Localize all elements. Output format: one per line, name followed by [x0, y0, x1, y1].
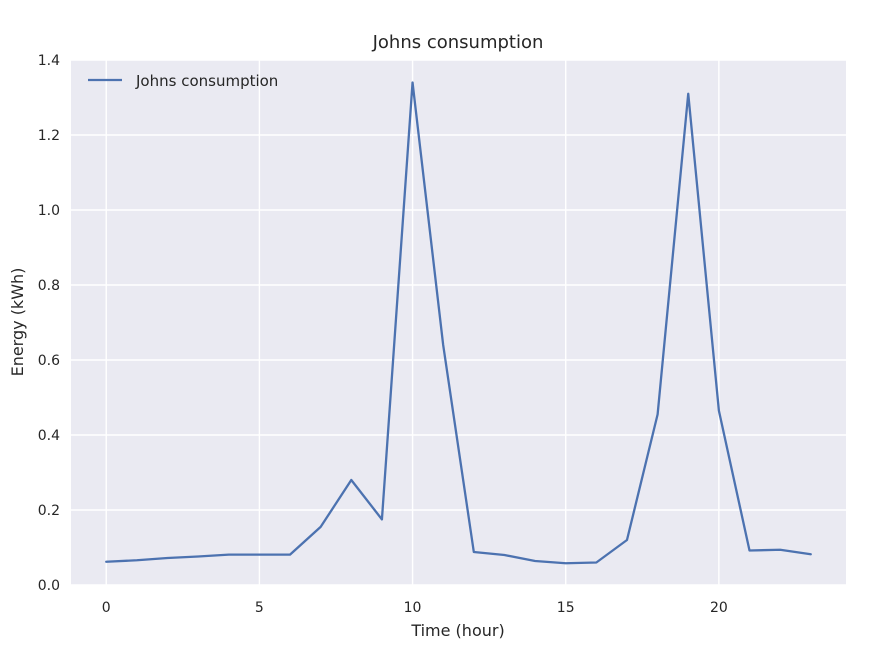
x-tick-label: 5 — [255, 600, 264, 616]
x-tick-label: 10 — [404, 600, 422, 616]
y-tick-label: 0.6 — [38, 353, 60, 369]
legend-label: Johns consumption — [135, 72, 278, 90]
y-tick-label: 0.0 — [38, 578, 60, 594]
x-tick-label: 0 — [102, 600, 111, 616]
y-tick-label: 0.4 — [38, 428, 60, 444]
x-tick-labels: 0 5 10 15 20 — [102, 600, 728, 616]
chart-title: Johns consumption — [372, 32, 544, 53]
x-tick-label: 15 — [557, 600, 575, 616]
y-tick-label: 1.0 — [38, 203, 60, 219]
y-tick-label: 1.4 — [38, 53, 60, 69]
x-axis-label: Time (hour) — [410, 621, 504, 640]
y-axis-label: Energy (kWh) — [8, 268, 27, 377]
series-line — [105, 81, 812, 565]
x-tick-label: 20 — [710, 600, 728, 616]
y-tick-label: 1.2 — [38, 128, 60, 144]
legend: Johns consumption — [88, 72, 278, 90]
y-tick-label: 0.2 — [38, 503, 60, 519]
grid-lines — [71, 59, 846, 586]
y-tick-labels: 0.0 0.2 0.4 0.6 0.8 1.0 1.2 1.4 — [38, 53, 60, 594]
y-tick-label: 0.8 — [38, 278, 60, 294]
plot-background — [71, 60, 846, 585]
